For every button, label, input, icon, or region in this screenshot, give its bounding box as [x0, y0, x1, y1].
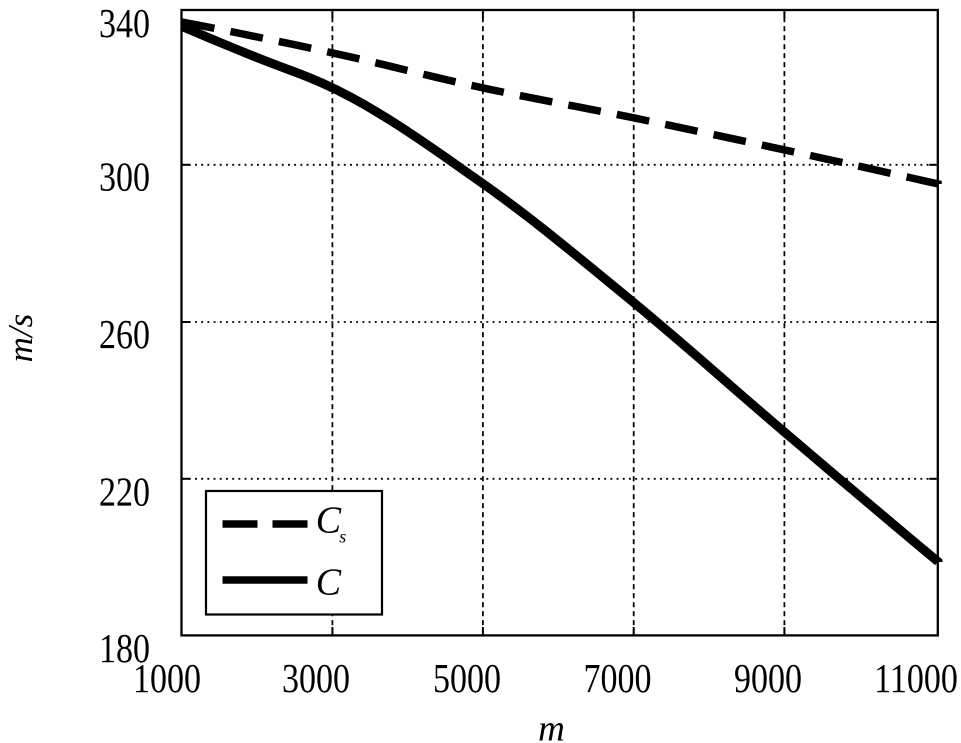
svg-text:11000: 11000	[874, 657, 958, 702]
svg-text:260: 260	[99, 313, 150, 358]
svg-text:C: C	[316, 562, 342, 604]
svg-text:7000: 7000	[584, 657, 652, 702]
svg-text:1000: 1000	[133, 657, 201, 702]
svg-text:340: 340	[99, 2, 150, 47]
svg-text:s: s	[339, 527, 346, 547]
svg-text:180: 180	[99, 627, 150, 672]
svg-text:220: 220	[99, 471, 150, 516]
svg-text:3000: 3000	[282, 657, 350, 702]
svg-text:m: m	[538, 709, 565, 743]
svg-text:300: 300	[99, 156, 150, 201]
svg-text:9000: 9000	[734, 657, 802, 702]
svg-text:m/s: m/s	[1, 314, 40, 363]
svg-text:5000: 5000	[433, 657, 501, 702]
svg-text:C: C	[316, 500, 342, 542]
